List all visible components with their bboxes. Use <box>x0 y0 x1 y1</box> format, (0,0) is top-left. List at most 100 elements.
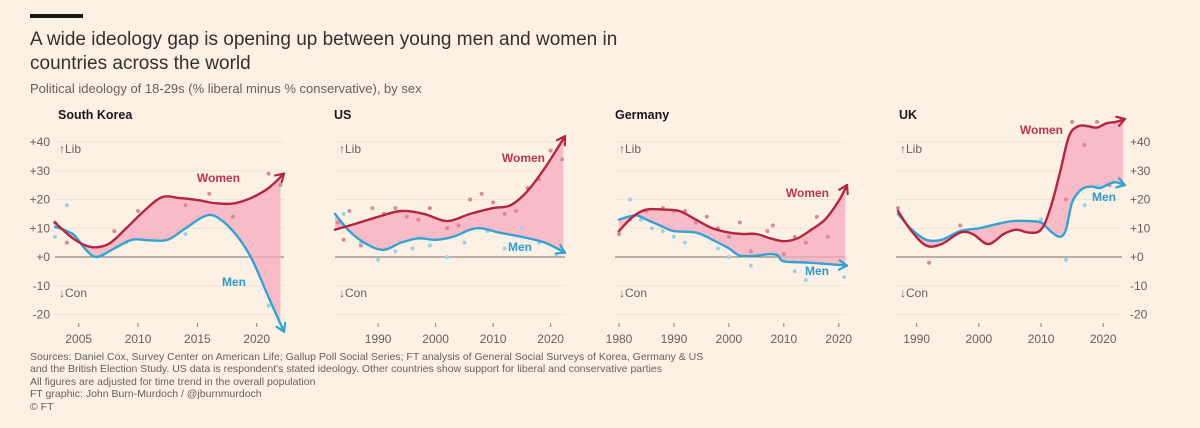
x-tick-label: 2020 <box>243 332 270 346</box>
women-data-point <box>560 157 565 162</box>
y-tick-label: +20 <box>1130 193 1151 207</box>
women-arrow-icon <box>274 172 286 184</box>
y-tick-label: +30 <box>1130 164 1151 178</box>
liberal-direction-label: ↑Lib <box>339 142 361 156</box>
women-series-label: Women <box>197 171 240 185</box>
x-tick-label: 2000 <box>965 332 992 346</box>
women-data-point <box>335 220 340 225</box>
women-data-point <box>770 223 775 228</box>
women-arrow-icon <box>555 135 567 147</box>
men-arrow-icon <box>1115 177 1127 189</box>
men-data-point <box>266 303 271 308</box>
panel-uk: UK +40 +30 +20 +10 +0 -10 -20 ↑Lib ↓Con 1990 2000 20… <box>896 108 1151 346</box>
women-line <box>896 117 1127 248</box>
women-data-point <box>207 191 212 196</box>
men-data-point <box>660 229 665 234</box>
women-data-point <box>278 183 283 188</box>
women-data-point <box>1095 119 1100 124</box>
women-line <box>53 172 286 249</box>
y-tick-label: +10 <box>30 221 51 235</box>
women-data-point <box>370 206 375 211</box>
liberal-direction-label: ↑Lib <box>900 142 922 156</box>
women-line <box>617 183 849 243</box>
conservative-direction-label: ↓Con <box>619 286 647 300</box>
women-data-point <box>136 209 141 213</box>
women-data-point <box>514 209 519 213</box>
x-tick-label: 2000 <box>716 332 743 346</box>
women-data-point <box>393 206 398 211</box>
x-tick-label: 2020 <box>537 332 564 346</box>
women-data-point <box>825 234 830 239</box>
men-line <box>896 181 1127 243</box>
footer-copyright: © FT <box>30 400 54 413</box>
men-series-label: Men <box>805 264 829 278</box>
footer-credit: FT graphic: John Burn-Murdoch / @jburnmu… <box>30 388 262 401</box>
x-tick-label: 1990 <box>661 332 688 346</box>
men-data-point <box>410 246 415 251</box>
y-tick-label: +30 <box>30 164 51 178</box>
men-series-label: Men <box>222 275 246 289</box>
men-data-point <box>1039 217 1044 222</box>
men-data-point <box>341 211 346 216</box>
women-data-point <box>266 171 271 176</box>
x-tick-label: 2010 <box>770 332 797 346</box>
women-data-point <box>1063 197 1068 202</box>
x-tick-label: 2010 <box>125 332 152 346</box>
gap-area <box>619 188 846 266</box>
women-series-label: Women <box>786 186 829 200</box>
women-data-point <box>479 191 484 196</box>
women-series-label: Women <box>1020 123 1063 137</box>
women-arrow-icon <box>1115 115 1127 127</box>
women-data-point <box>704 214 709 219</box>
men-series-label: Men <box>1092 190 1116 204</box>
women-series-label: Women <box>502 151 545 165</box>
men-data-point <box>462 240 467 245</box>
men-data-point <box>803 278 808 282</box>
y-tick-label: -20 <box>1130 308 1148 322</box>
gap-area <box>55 176 281 324</box>
y-tick-label: -10 <box>33 279 51 293</box>
women-data-point <box>748 249 753 254</box>
x-tick-label: 2010 <box>1028 332 1055 346</box>
conservative-direction-label: ↓Con <box>339 286 367 300</box>
women-data-point <box>445 226 450 231</box>
men-data-point <box>842 275 847 280</box>
liberal-direction-label: ↑Lib <box>619 142 641 156</box>
men-line <box>617 214 849 267</box>
women-data-point <box>548 148 553 153</box>
women-arrow-icon <box>838 184 849 196</box>
women-data-point <box>427 206 432 211</box>
women-data-point <box>468 197 473 202</box>
panel-germany: Germany ↑Lib ↓Con 1980 1990 2000 2010 2020 Women… <box>606 108 853 346</box>
men-data-point <box>502 246 507 251</box>
men-data-point <box>376 257 381 262</box>
x-tick-label: 1990 <box>365 332 392 346</box>
men-data-point <box>1082 203 1087 208</box>
men-data-point <box>1095 183 1100 188</box>
panel-south-korea: South Korea +40 +30 +20 +10 +0 -10 -20 ↑Lib ↓Con 2… <box>30 108 287 346</box>
men-data-point <box>1063 257 1068 262</box>
women-data-point <box>737 220 742 225</box>
footer-notes: Sources: Daniel Cox, Survey Center on Am… <box>30 351 703 413</box>
men-data-point <box>649 226 654 231</box>
women-data-point <box>726 234 731 239</box>
panel-title: Germany <box>615 108 669 122</box>
x-tick-label: 1980 <box>606 332 633 346</box>
x-tick-label: 2020 <box>825 332 852 346</box>
conservative-direction-label: ↓Con <box>900 286 928 300</box>
women-data-point <box>347 209 352 213</box>
x-tick-label: 2020 <box>1090 332 1117 346</box>
women-data-point <box>1082 142 1087 147</box>
men-data-point <box>427 243 432 248</box>
men-series-label: Men <box>508 240 532 254</box>
women-data-point <box>404 214 409 219</box>
women-data-point <box>64 240 69 245</box>
men-line <box>333 212 567 254</box>
chart-subtitle: Political ideology of 18-29s (% liberal … <box>30 81 422 96</box>
women-data-point <box>765 229 770 234</box>
y-tick-label: +0 <box>36 250 50 264</box>
footer-sources-line-1: Sources: Daniel Cox, Survey Center on Am… <box>30 351 704 363</box>
women-data-point <box>927 260 932 265</box>
gap-area <box>898 119 1124 246</box>
women-data-point <box>617 232 621 236</box>
